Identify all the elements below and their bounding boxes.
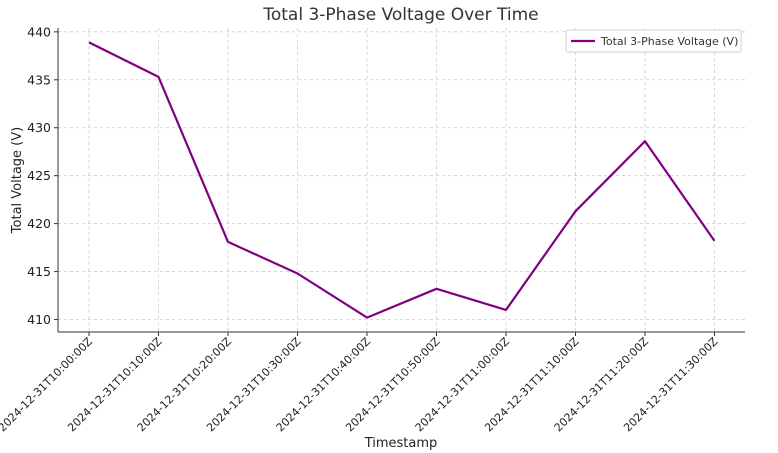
series-layer [88, 41, 716, 319]
y-tick-label: 435 [27, 72, 51, 87]
y-tick-label: 410 [27, 312, 51, 327]
legend-box [565, 29, 742, 53]
y-tick-label: 415 [27, 264, 51, 279]
y-tick-label: 440 [27, 24, 51, 39]
y-tick-label: 420 [27, 216, 51, 231]
y-tick-label: 425 [27, 168, 51, 183]
legend: Total 3-Phase Voltage (V) [565, 29, 742, 53]
axes: 4104154204254304354402024-12-31T10:00:00… [0, 24, 745, 434]
grid [58, 28, 745, 332]
y-tick-label: 430 [27, 120, 51, 135]
y-axis-label: Total Voltage (V) [10, 127, 25, 234]
x-axis-label: Timestamp [364, 436, 438, 451]
chart-title: Total 3-Phase Voltage Over Time [262, 5, 538, 25]
series-line [88, 41, 716, 319]
legend-label: Total 3-Phase Voltage (V) [600, 35, 738, 48]
